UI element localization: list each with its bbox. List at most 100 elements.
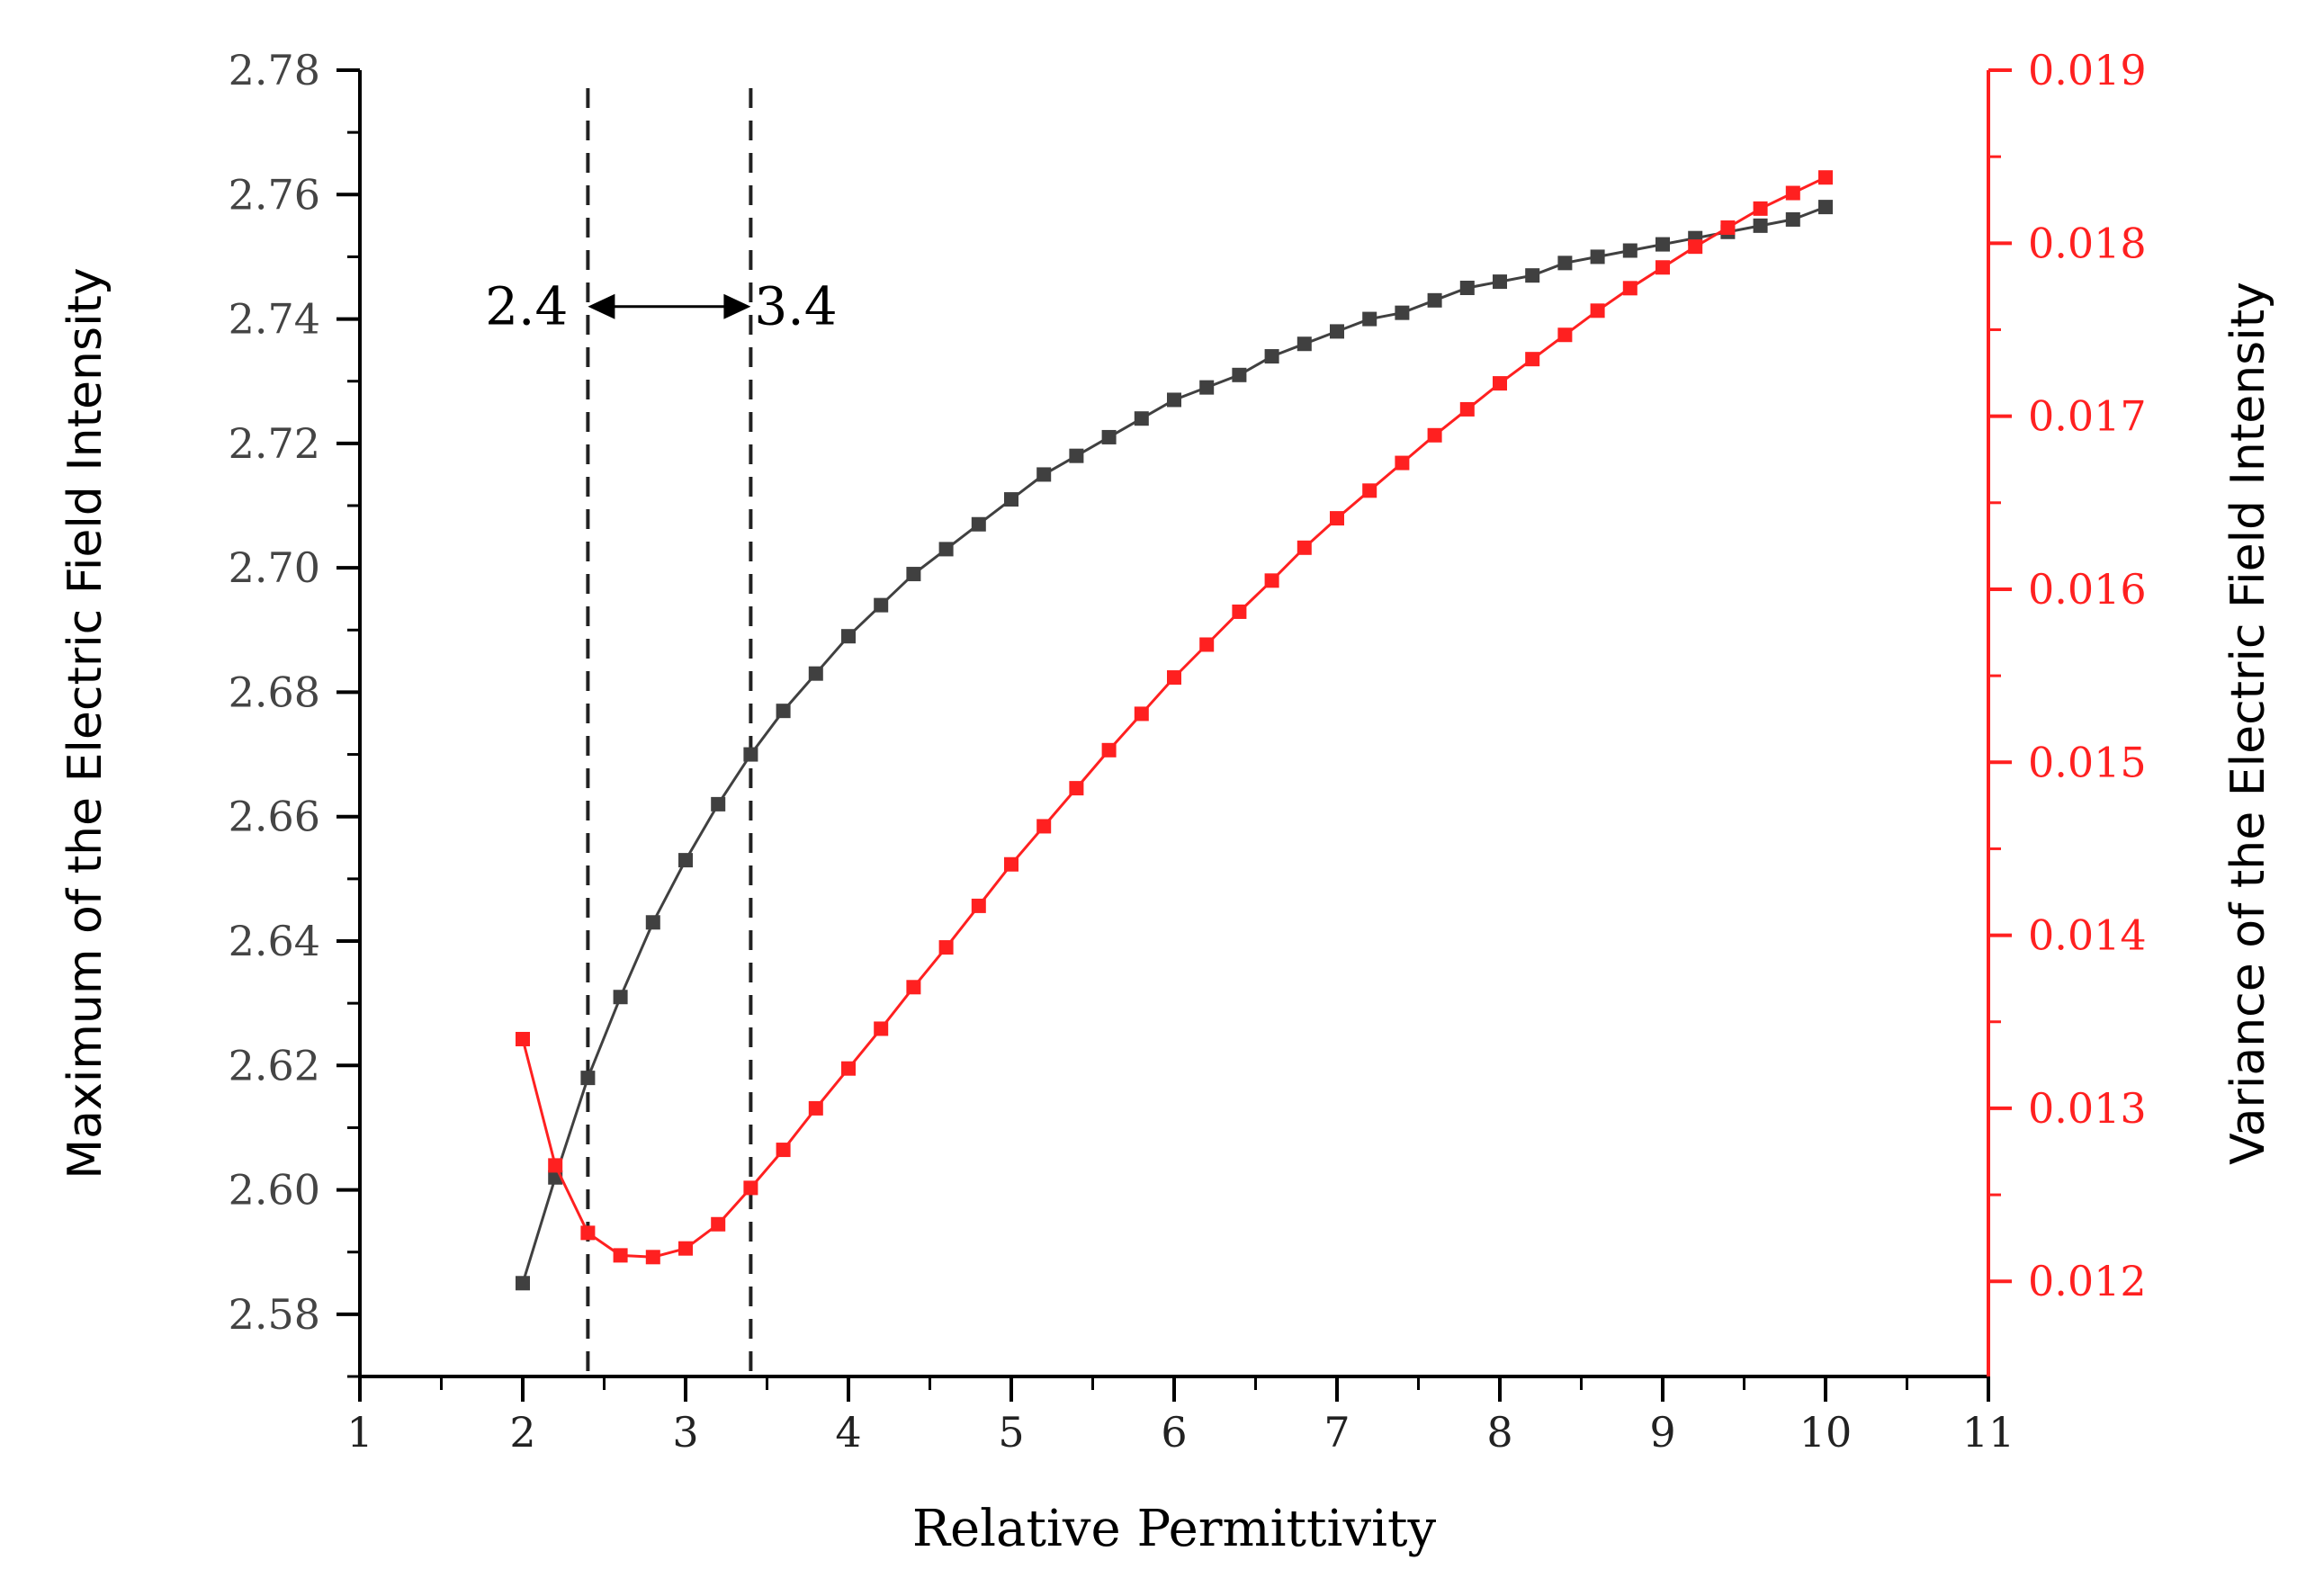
x-tick-label: 8 bbox=[1486, 1408, 1512, 1457]
y-right-tick-label: 0.017 bbox=[2028, 392, 2147, 441]
y-right-tick-label: 0.018 bbox=[2028, 219, 2147, 267]
x-tick-label: 1 bbox=[346, 1408, 372, 1457]
series-line bbox=[521, 205, 1826, 1284]
data-point bbox=[1069, 448, 1084, 463]
data-point bbox=[1395, 455, 1410, 471]
data-point bbox=[1134, 706, 1149, 722]
data-point bbox=[1818, 170, 1833, 185]
data-point bbox=[1101, 742, 1117, 758]
data-point bbox=[1688, 239, 1703, 255]
data-point bbox=[776, 1143, 791, 1158]
data-point bbox=[516, 1276, 530, 1291]
y-axis-right-title: Variance of the Electric Field Intensity bbox=[2221, 282, 2275, 1165]
x-tick-label: 2 bbox=[509, 1408, 535, 1457]
data-point bbox=[1362, 311, 1377, 327]
data-point bbox=[1264, 573, 1279, 588]
y-left-tick-label: 2.78 bbox=[229, 46, 320, 94]
data-point bbox=[1036, 819, 1052, 834]
data-point bbox=[874, 597, 889, 613]
reference-lines bbox=[586, 88, 753, 1376]
series-layer bbox=[516, 170, 1833, 1291]
data-point bbox=[1590, 249, 1605, 265]
y-left-tick-label: 2.60 bbox=[229, 1166, 320, 1215]
data-point bbox=[776, 704, 791, 719]
data-point bbox=[841, 629, 856, 644]
data-point bbox=[678, 1241, 693, 1256]
data-point bbox=[1459, 281, 1475, 295]
data-point bbox=[1655, 260, 1670, 275]
x-tick-label: 11 bbox=[1962, 1408, 2015, 1457]
data-point bbox=[938, 542, 954, 557]
data-point bbox=[743, 1180, 758, 1196]
data-point bbox=[1427, 292, 1442, 308]
y-left-tick-label: 2.76 bbox=[229, 170, 320, 219]
series-line bbox=[521, 175, 1826, 1259]
x-axis: 1 2 3 4 5 6 7 8 9 10 11 bbox=[346, 1376, 2014, 1457]
data-point bbox=[613, 990, 628, 1005]
data-point bbox=[580, 1225, 596, 1241]
series-maximum bbox=[516, 200, 1833, 1291]
data-point bbox=[1557, 327, 1573, 343]
y-left-tick-label: 2.66 bbox=[229, 793, 320, 841]
data-point bbox=[1753, 201, 1768, 216]
data-point bbox=[1459, 401, 1475, 417]
y-axis-right: 0.012 0.013 0.014 0.015 0.016 0.017 0.018 0.019 bbox=[1988, 46, 2147, 1305]
y-left-tick-label: 2.62 bbox=[229, 1041, 320, 1089]
data-point bbox=[1818, 200, 1833, 215]
data-point bbox=[808, 1100, 823, 1116]
x-tick-label: 5 bbox=[998, 1408, 1024, 1457]
data-point bbox=[1330, 511, 1344, 526]
x-axis-title: Relative Permittivity bbox=[912, 1500, 1437, 1558]
data-point bbox=[1297, 540, 1312, 555]
data-point bbox=[1493, 376, 1507, 391]
series-variance bbox=[516, 170, 1833, 1265]
y-left-tick-label: 2.72 bbox=[229, 419, 320, 468]
data-point bbox=[711, 796, 726, 811]
data-point bbox=[808, 666, 823, 681]
y-right-tick-label: 0.013 bbox=[2028, 1084, 2147, 1133]
x-tick-label: 9 bbox=[1649, 1408, 1675, 1457]
y-right-tick-label: 0.012 bbox=[2028, 1257, 2147, 1305]
data-point bbox=[1622, 281, 1638, 296]
data-point bbox=[645, 915, 660, 930]
data-point bbox=[548, 1158, 563, 1173]
data-point bbox=[516, 1031, 530, 1046]
x-tick-label: 7 bbox=[1323, 1408, 1350, 1457]
data-point bbox=[1395, 305, 1410, 320]
range-annotation: 2.4 3.4 bbox=[485, 276, 838, 337]
data-point bbox=[1297, 336, 1312, 352]
data-point bbox=[1655, 237, 1670, 252]
y-axis-left-title: Maximum of the Electric Field Intensity bbox=[58, 267, 112, 1179]
data-point bbox=[1525, 268, 1540, 283]
data-point bbox=[1785, 185, 1800, 201]
data-point bbox=[1101, 429, 1117, 444]
y-right-tick-label: 0.016 bbox=[2028, 565, 2147, 614]
data-point bbox=[971, 898, 986, 913]
data-point bbox=[1036, 467, 1052, 482]
data-point bbox=[613, 1248, 628, 1263]
range-arrow-head-right bbox=[723, 293, 751, 319]
data-point bbox=[1557, 256, 1573, 271]
y-left-tick-label: 2.74 bbox=[229, 295, 320, 344]
data-point bbox=[743, 747, 758, 762]
data-point bbox=[711, 1216, 726, 1232]
data-point bbox=[971, 516, 986, 532]
y-right-tick-label: 0.014 bbox=[2028, 911, 2147, 960]
y-axis-left: 2.58 2.60 2.62 2.64 2.66 2.68 2.70 2.72 2.74 2.76… bbox=[229, 46, 360, 1378]
data-point bbox=[874, 1021, 889, 1036]
y-left-tick-label: 2.64 bbox=[229, 917, 320, 965]
data-point bbox=[906, 980, 921, 995]
data-point bbox=[1167, 392, 1181, 408]
y-left-tick-label: 2.70 bbox=[229, 543, 320, 592]
plot-frame bbox=[358, 70, 1990, 1378]
data-point bbox=[1493, 274, 1507, 290]
data-point bbox=[1199, 637, 1215, 652]
data-point bbox=[1785, 211, 1800, 227]
data-point bbox=[1004, 492, 1018, 507]
data-point bbox=[1590, 303, 1605, 318]
y-left-tick-label: 2.58 bbox=[229, 1290, 320, 1339]
data-point bbox=[1753, 218, 1768, 233]
data-point bbox=[1134, 411, 1149, 426]
data-point bbox=[1069, 781, 1084, 796]
data-point bbox=[1232, 604, 1247, 619]
